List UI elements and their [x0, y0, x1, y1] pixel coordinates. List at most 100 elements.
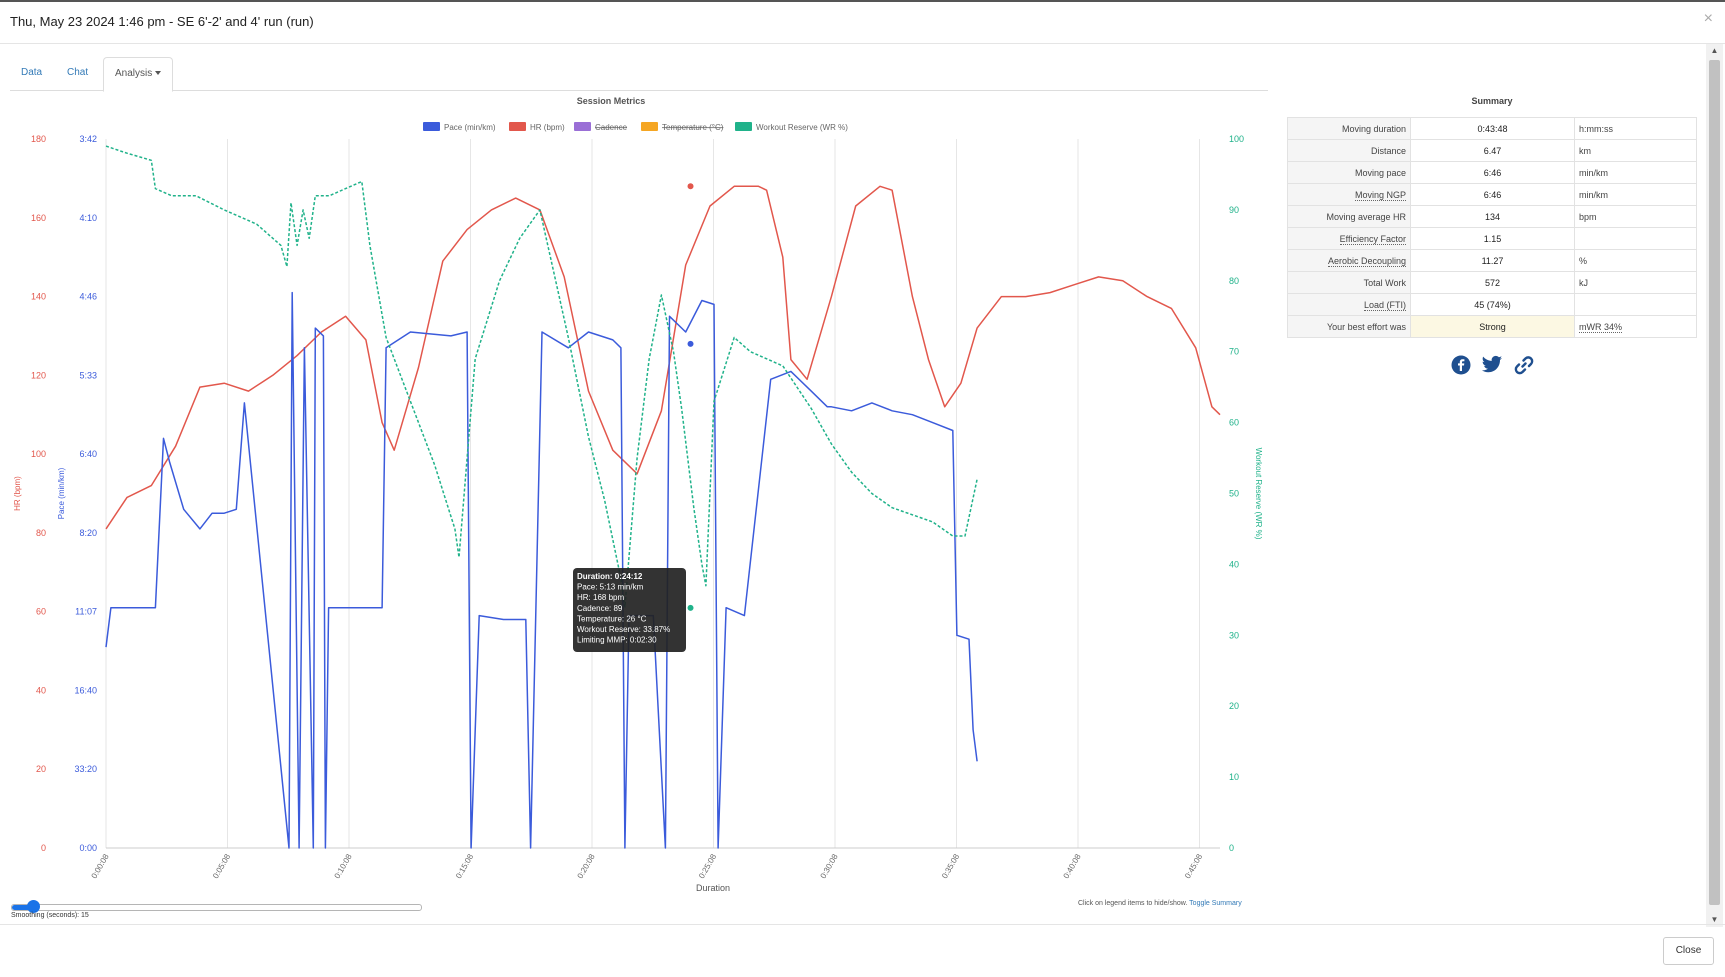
tab-data[interactable]: Data	[21, 67, 43, 78]
wr-tick-label: 10	[1229, 772, 1239, 782]
pace-axis-title: Pace (min/km)	[57, 467, 66, 519]
summary-row: Your best effort was Strong mWR 34%	[1287, 315, 1697, 338]
summary-table: Moving duration 0:43:48 h:mm:ss Distance 6.…	[1287, 117, 1697, 338]
summary-unit: min/km	[1574, 183, 1697, 206]
tab-analysis-label: Analysis	[115, 68, 153, 79]
link-icon[interactable]	[1514, 355, 1534, 380]
session-metrics-chart[interactable]: 0204060801001201401601800:0033:2016:4011…	[0, 90, 1290, 900]
hr-axis-title: HR (bpm)	[13, 476, 22, 511]
summary-value: 45 (74%)	[1410, 293, 1575, 316]
x-tick-label: 0:45:08	[1183, 852, 1204, 880]
legend-swatch	[735, 122, 752, 131]
wr-tick-label: 20	[1229, 701, 1239, 711]
summary-row: Moving NGP 6:46 min/km	[1287, 183, 1697, 206]
summary-label: Total Work	[1287, 271, 1411, 294]
hr-tick-label: 20	[36, 764, 46, 774]
pace-tick-label: 33:20	[74, 764, 97, 774]
summary-label: Your best effort was	[1287, 315, 1411, 338]
x-tick-label: 0:25:08	[697, 852, 718, 880]
x-tick-label: 0:10:08	[333, 852, 354, 880]
summary-value: 11.27	[1410, 249, 1575, 272]
hr-tick-label: 100	[31, 449, 46, 459]
close-button[interactable]: Close	[1663, 937, 1714, 965]
summary-value: 134	[1410, 205, 1575, 228]
summary-label-text[interactable]: Moving NGP	[1354, 189, 1406, 201]
vertical-scrollbar[interactable]: ▲ ▼	[1706, 44, 1723, 927]
summary-label-text[interactable]: Efficiency Factor	[1339, 233, 1406, 245]
summary-value: Strong	[1410, 315, 1575, 338]
summary-title: Summary	[1471, 96, 1513, 106]
tab-analysis[interactable]: Analysis	[103, 57, 174, 92]
toggle-summary-link[interactable]: Toggle Summary	[1189, 900, 1242, 907]
tab-chat[interactable]: Chat	[67, 67, 89, 78]
hover-marker	[687, 183, 694, 190]
summary-unit-text[interactable]: mWR 34%	[1579, 321, 1623, 333]
legend-item[interactable]: Pace (min/km)	[444, 123, 496, 132]
modal-close-icon[interactable]: ×	[1703, 10, 1713, 27]
hover-marker	[687, 340, 694, 347]
summary-label-text[interactable]: Load (FTI)	[1363, 299, 1406, 311]
hr-tick-label: 140	[31, 292, 46, 302]
pace-tick-label: 4:10	[79, 213, 97, 223]
wr-tick-label: 50	[1229, 489, 1239, 499]
legend-item[interactable]: Cadence	[595, 123, 628, 132]
summary-row: Load (FTI) 45 (74%)	[1287, 293, 1697, 316]
x-tick-label: 0:35:08	[940, 852, 961, 880]
x-tick-label: 0:05:08	[211, 852, 232, 880]
x-tick-label: 0:00:08	[90, 852, 111, 880]
summary-row: Distance 6.47 km	[1287, 139, 1697, 162]
legend-item[interactable]: Temperature (°C)	[662, 123, 724, 132]
summary-value: 1.15	[1410, 227, 1575, 250]
summary-label: Efficiency Factor	[1287, 227, 1411, 250]
tooltip-line: Cadence: 89	[577, 604, 623, 613]
legend-item[interactable]: Workout Reserve (WR %)	[756, 123, 848, 132]
scroll-up-arrow-icon[interactable]: ▲	[1710, 46, 1719, 55]
summary-unit: mWR 34%	[1574, 315, 1697, 338]
series-line-wr	[105, 145, 978, 608]
summary-label-text[interactable]: Aerobic Decoupling	[1327, 255, 1406, 267]
tab-bar: Data Chat Analysis	[10, 57, 1268, 92]
pace-tick-label: 16:40	[74, 685, 97, 695]
legend-item[interactable]: HR (bpm)	[530, 123, 565, 132]
hr-tick-label: 0	[41, 843, 46, 853]
summary-label: Moving NGP	[1287, 183, 1411, 206]
summary-label: Distance	[1287, 139, 1411, 162]
wr-tick-label: 30	[1229, 630, 1239, 640]
caret-down-icon	[155, 71, 162, 76]
pace-tick-label: 0:00	[79, 843, 97, 853]
pace-tick-label: 4:46	[79, 292, 97, 302]
smoothing-slider-track[interactable]	[11, 904, 422, 911]
pace-tick-label: 6:40	[79, 449, 97, 459]
scrollbar-thumb[interactable]	[1709, 60, 1720, 905]
hr-tick-label: 80	[36, 528, 46, 538]
summary-label: Moving pace	[1287, 161, 1411, 184]
series-line-pace	[105, 291, 978, 849]
summary-row: Moving pace 6:46 min/km	[1287, 161, 1697, 184]
footer-divider	[0, 924, 1725, 925]
legend-swatch	[509, 122, 526, 131]
summary-value: 6:46	[1410, 161, 1575, 184]
chart-title: Session Metrics	[577, 96, 646, 106]
facebook-icon[interactable]	[1451, 355, 1471, 380]
x-tick-label: 0:30:08	[819, 852, 840, 880]
legend-swatch	[574, 122, 591, 131]
summary-row: Moving duration 0:43:48 h:mm:ss	[1287, 117, 1697, 140]
legend-swatch	[423, 122, 440, 131]
tooltip-line: Workout Reserve: 33.87%	[577, 625, 670, 634]
summary-unit: %	[1574, 249, 1697, 272]
smoothing-slider-thumb[interactable]	[27, 900, 40, 913]
summary-label: Moving average HR	[1287, 205, 1411, 228]
summary-label: Aerobic Decoupling	[1287, 249, 1411, 272]
summary-row: Efficiency Factor 1.15	[1287, 227, 1697, 250]
wr-tick-label: 90	[1229, 205, 1239, 215]
x-tick-label: 0:20:08	[576, 852, 597, 880]
summary-value: 572	[1410, 271, 1575, 294]
scroll-down-arrow-icon[interactable]: ▼	[1710, 915, 1719, 924]
smoothing-slider-fill	[12, 905, 36, 910]
hr-tick-label: 180	[31, 134, 46, 144]
twitter-icon[interactable]	[1481, 355, 1503, 380]
summary-unit	[1574, 227, 1697, 250]
summary-row: Total Work 572 kJ	[1287, 271, 1697, 294]
wr-axis-title: Workout Reserve (WR %)	[1254, 448, 1263, 540]
summary-value: 0:43:48	[1410, 117, 1575, 140]
